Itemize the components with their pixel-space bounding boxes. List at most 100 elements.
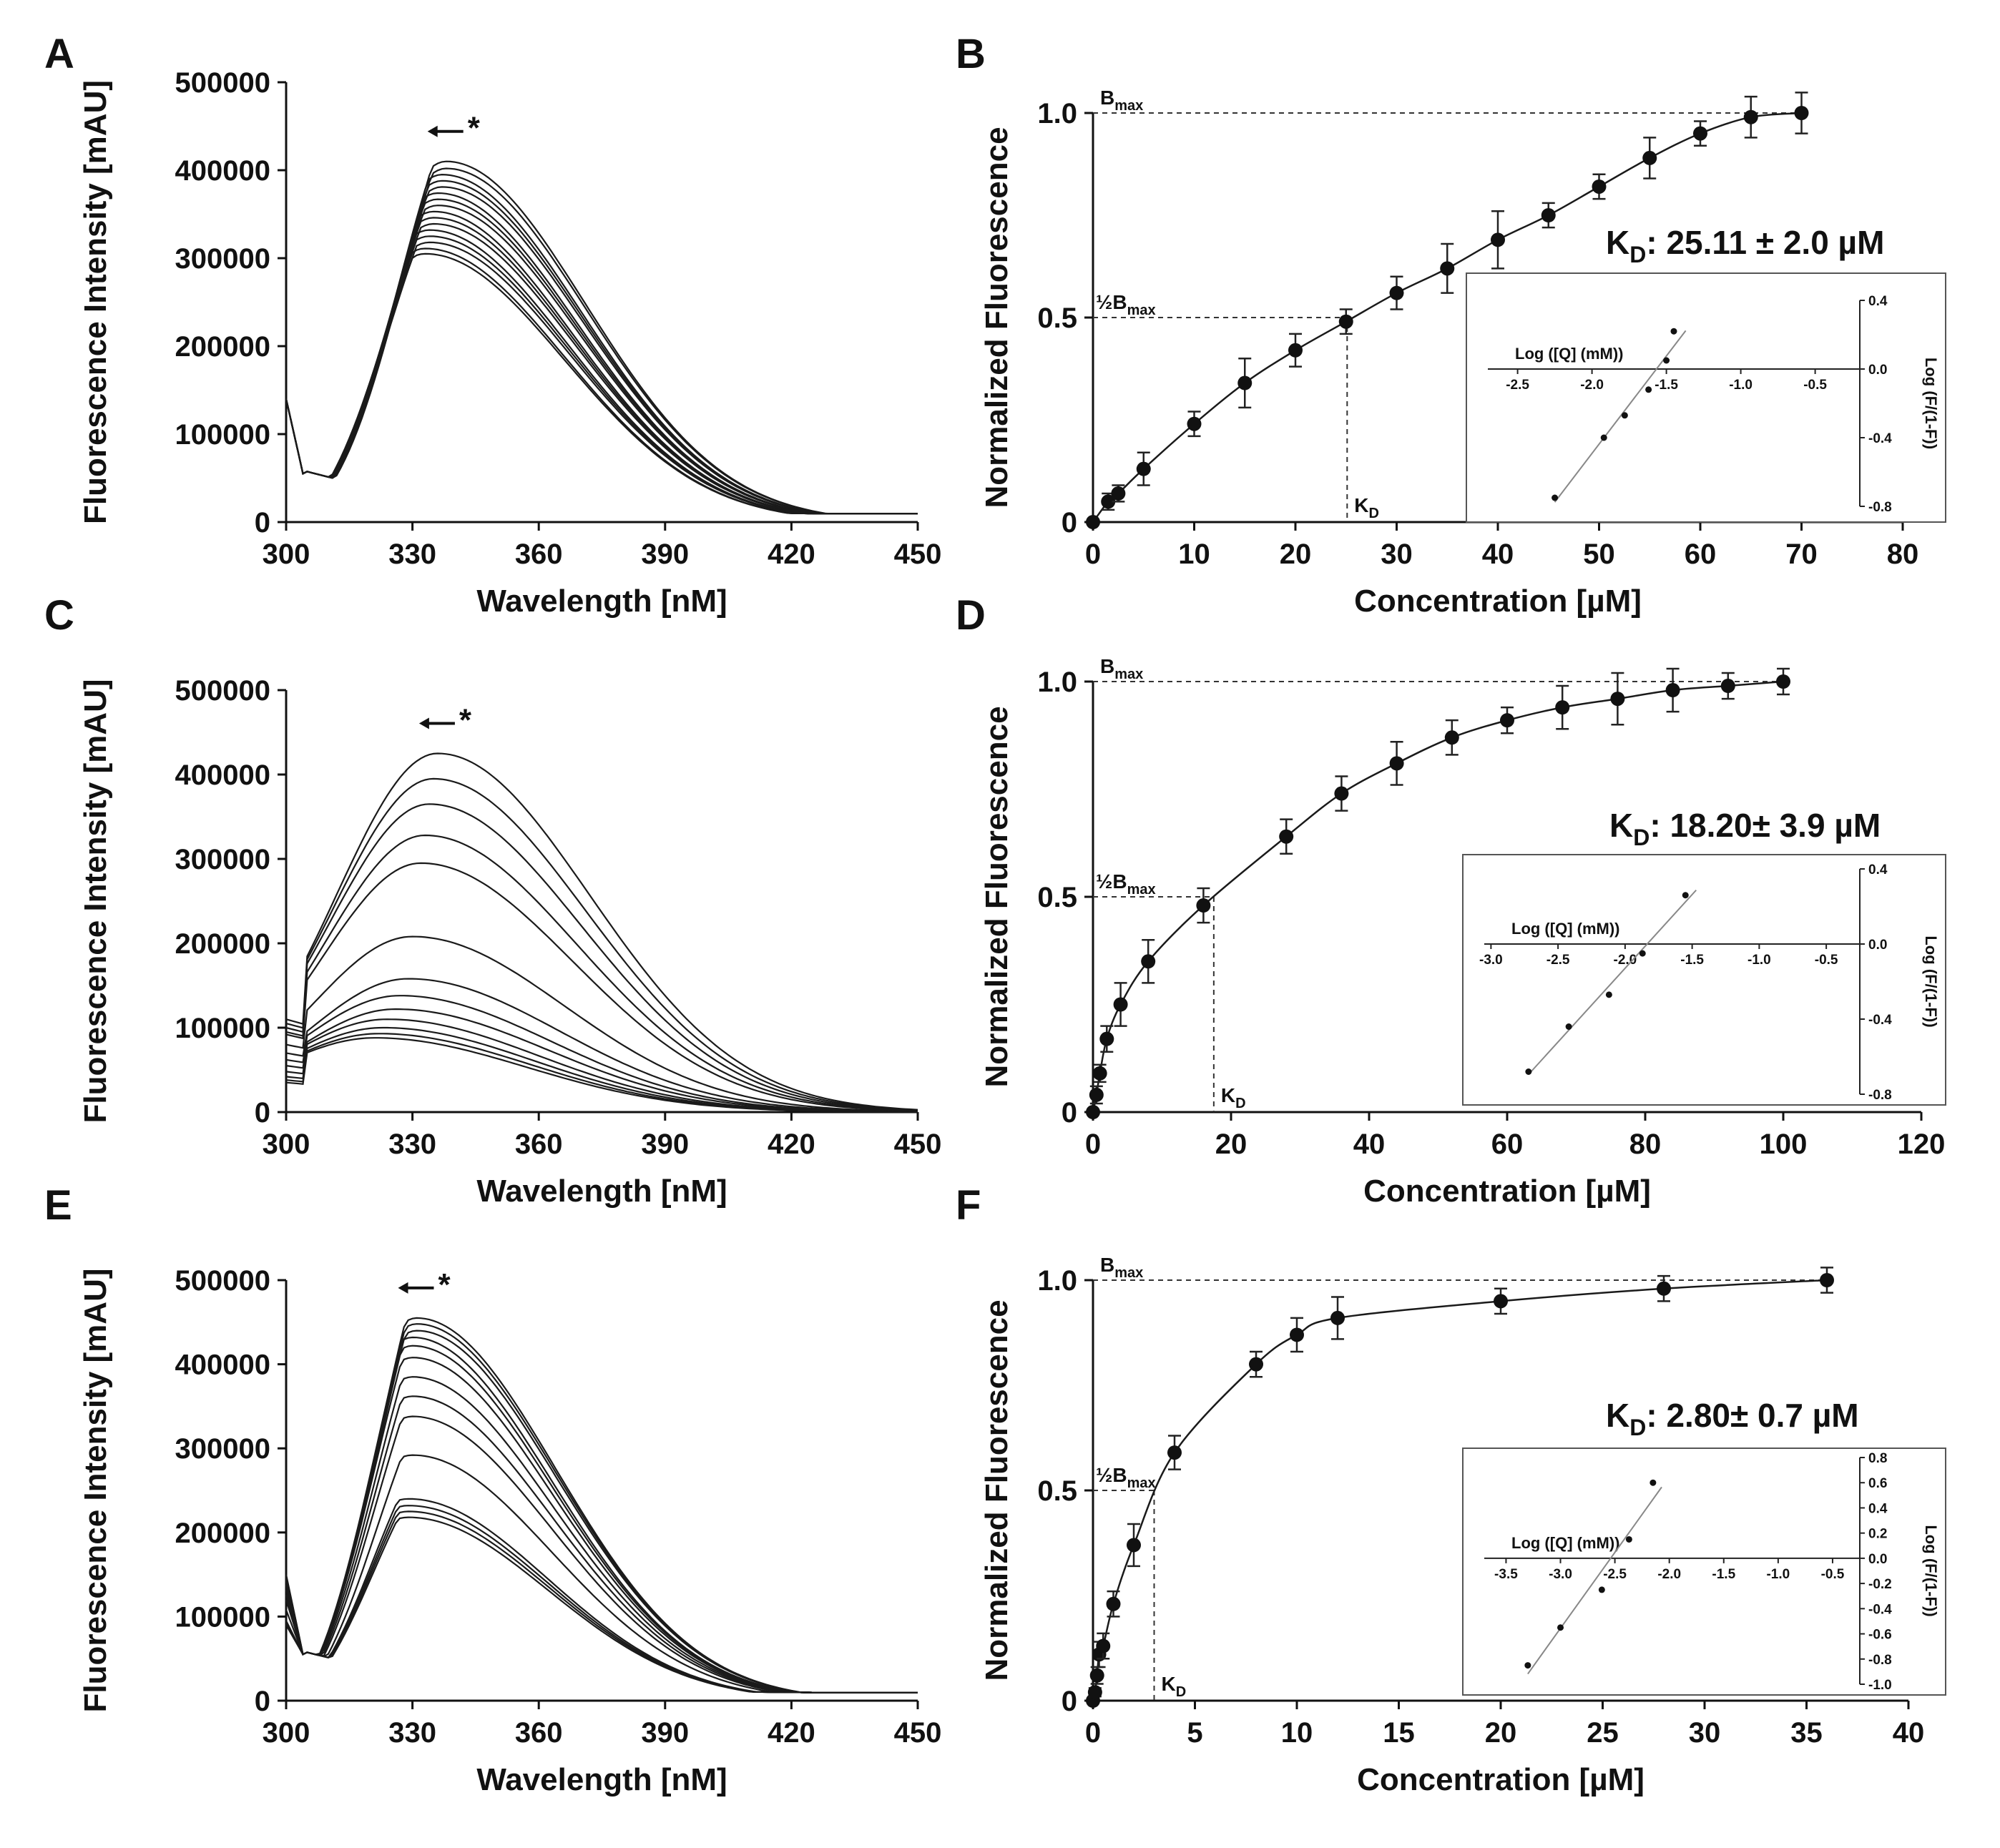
shift-arrow-head [398,1282,408,1294]
data-point [1101,494,1116,509]
data-point [1389,756,1404,771]
data-point [1279,829,1294,844]
y-tick-label: 400000 [175,155,270,187]
panel-letter: C [44,592,74,639]
bmax-label-sub: max [1114,667,1143,682]
data-point [1693,126,1707,141]
data-point [1113,997,1128,1012]
kd-value-text: KD: 25.11 ± 2.0 µM [1606,224,1884,267]
x-tick-label: 10 [1178,539,1210,570]
inset-x-title: Log ([Q] (mM)) [1515,345,1624,363]
inset-y-title: Log (F/(1-F)) [1922,358,1940,449]
x-tick-label: 80 [1629,1129,1662,1160]
inset-x-tick-label: -2.5 [1506,378,1529,393]
spectrum-line [285,803,918,1111]
y-tick-label: 500000 [175,67,270,99]
y-tick-label: 500000 [175,675,270,707]
inset-x-tick-label: -1.5 [1655,378,1678,393]
x-tick-label: 20 [1485,1717,1517,1749]
kd-axis-label-sub: D [1235,1096,1245,1111]
x-tick-label: 70 [1785,539,1818,570]
data-point [1141,954,1156,969]
x-tick-label: 420 [768,539,815,570]
inset-data-point [1565,1023,1572,1030]
panel-letter: B [956,31,986,77]
half-bmax-label-sub: max [1127,882,1156,898]
data-point [1136,461,1151,476]
inset-data-point [1600,434,1607,441]
kd-axis-label-sub: D [1176,1684,1186,1700]
x-tick-label: 420 [768,1129,815,1160]
spectrum-line [285,978,918,1113]
y-tick-label: 1.0 [1037,1265,1077,1297]
inset-data-point [1670,328,1677,335]
inset-y-tick-label: 0.4 [1868,1501,1888,1516]
bmax-label-main: B [1100,655,1114,677]
x-tick-label: 390 [641,1717,689,1749]
inset-data-point [1525,1068,1532,1075]
kd-value-prefix: K [1609,807,1633,844]
inset-frame [1462,854,1946,1106]
x-tick-label: 30 [1381,539,1413,570]
data-point [1541,208,1556,222]
data-point [1440,261,1455,276]
kd-value-prefix: K [1606,1397,1629,1434]
inset-fit-line [1527,1486,1662,1675]
y-tick-label: 1.0 [1037,667,1077,698]
half-bmax-label: ½Bmax [1096,1464,1156,1491]
data-point [1196,898,1211,913]
half-bmax-label: ½Bmax [1096,291,1156,318]
spectrum-line [285,834,918,1112]
data-point [1776,674,1790,689]
data-point [1820,1273,1834,1287]
data-point [1555,700,1570,715]
half-bmax-label-sub: max [1127,1475,1156,1491]
bmax-label: Bmax [1100,1254,1143,1281]
y-tick-label: 200000 [175,1518,270,1549]
inset-y-tick-label: -0.8 [1868,500,1892,515]
inset-fit-line [1528,889,1697,1076]
hill-plot-inset: -3.0 -2.5 -2.0 -1.5 -1.0 -0.5 0.4 0.0 -0.4 -0.8 Lo… [1462,854,1946,1106]
x-tick-label: 50 [1583,539,1615,570]
half-bmax-label-main: ½B [1096,1464,1127,1486]
x-tick-label: 300 [263,1129,310,1160]
x-tick-label: 360 [515,539,563,570]
x-tick-label: 300 [263,1717,310,1749]
inset-data-point [1682,892,1689,899]
x-tick-label: 40 [1893,1717,1925,1749]
x-tick-label: 0 [1085,1717,1101,1749]
spectrum-line [285,777,918,1111]
y-tick-label: 300000 [175,243,270,275]
data-point [1494,1294,1508,1309]
half-bmax-label: ½Bmax [1096,870,1156,898]
inset-x-tick-label: -3.5 [1494,1567,1518,1582]
inset-x-tick-label: -2.5 [1546,953,1570,968]
x-tick-label: 360 [515,1129,563,1160]
inset-y-tick-label: 0.8 [1868,1451,1887,1466]
inset-y-tick-label: 0.6 [1868,1476,1887,1491]
half-bmax-label-sub: max [1127,303,1156,318]
panel-b: 0 10 20 30 40 50 60 70 80 0 0.5 1.0 Concentration [µ… [956,31,1946,619]
x-tick-label: 0 [1085,539,1101,570]
inset-data-point [1605,991,1612,998]
x-tick-label: 420 [768,1717,815,1749]
data-point [1665,683,1680,698]
x-tick-label: 15 [1383,1717,1415,1749]
spectrum-line [285,935,918,1113]
spectrum-line [285,1037,918,1113]
spectrum-line [285,862,918,1112]
kd-axis-label-main: K [1162,1673,1176,1695]
y-tick-label: 0 [1062,507,1077,539]
x-tick-label: 300 [263,539,310,570]
spectrum-curves [285,160,918,515]
x-tick-label: 0 [1085,1129,1101,1160]
inset-x-tick-label: -0.5 [1821,1567,1845,1582]
inset-frame [1462,1448,1946,1696]
data-point [1237,375,1253,390]
data-point [1087,1685,1102,1700]
data-point [1642,150,1657,165]
bmax-label-sub: max [1114,98,1143,114]
y-tick-label: 0.5 [1037,882,1077,913]
y-tick-label: 0 [1062,1686,1077,1717]
inset-data-point [1649,1479,1657,1486]
